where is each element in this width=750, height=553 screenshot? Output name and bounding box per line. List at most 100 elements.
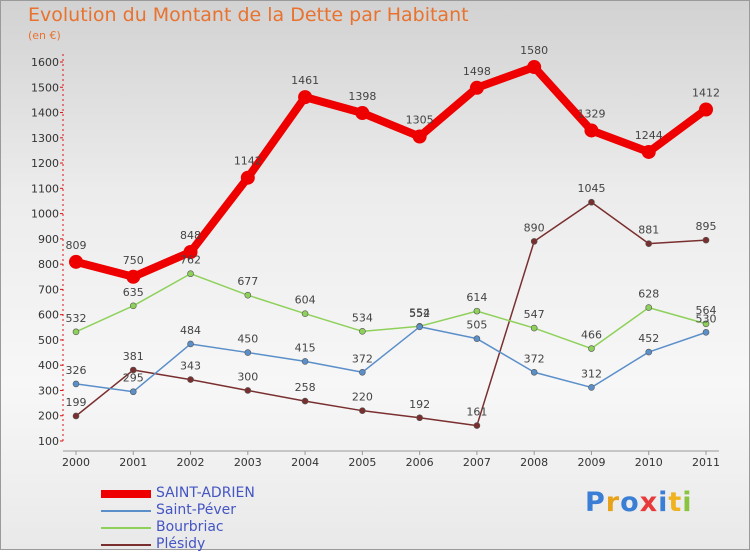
data-label: 1412 <box>692 87 720 100</box>
data-point <box>588 384 595 391</box>
y-tick-label: 1400 <box>31 107 59 120</box>
x-tick-label: 2003 <box>234 456 262 469</box>
data-label: 564 <box>696 304 717 317</box>
logo-letter: P <box>585 487 606 518</box>
data-label: 199 <box>66 396 87 409</box>
y-tick-label: 200 <box>38 410 59 423</box>
data-point <box>129 388 137 396</box>
data-label: 848 <box>180 229 201 242</box>
data-point <box>187 376 194 383</box>
logo-letter: x <box>639 487 659 518</box>
data-label: 554 <box>409 306 430 319</box>
data-label: 530 <box>696 312 717 325</box>
data-point <box>187 340 194 348</box>
data-label: 552 <box>409 307 430 320</box>
data-label: 295 <box>123 372 144 385</box>
data-label: 381 <box>123 350 144 363</box>
legend-label: Plésidy <box>156 536 206 552</box>
data-label: 895 <box>696 220 717 233</box>
x-tick-label: 2006 <box>406 456 434 469</box>
data-label-layer: 199 381 343 300 258 220 192 161 890 1045 881 895 532… <box>66 44 721 419</box>
data-point <box>72 328 80 336</box>
series-saint-péver <box>72 323 710 396</box>
data-label: 343 <box>180 360 201 373</box>
y-tick-label: 700 <box>38 283 59 296</box>
data-label: 635 <box>123 286 144 299</box>
data-point <box>187 270 194 278</box>
data-label: 326 <box>66 364 87 377</box>
data-label: 890 <box>524 221 545 234</box>
data-point <box>588 198 595 206</box>
data-point <box>301 358 309 365</box>
x-tick-label: 2000 <box>62 456 90 469</box>
y-tick-label: 100 <box>38 435 59 448</box>
x-tick-label: 2010 <box>635 456 663 469</box>
data-point <box>301 310 309 317</box>
data-point <box>244 387 252 394</box>
data-point <box>645 304 653 311</box>
data-label: 1305 <box>406 114 434 127</box>
data-label: 1045 <box>577 182 605 195</box>
data-label: 258 <box>295 381 316 394</box>
data-point <box>416 414 423 422</box>
data-label: 220 <box>352 391 373 404</box>
series-line <box>74 63 709 281</box>
y-tick-label: 800 <box>38 258 59 271</box>
y-tick-label: 1100 <box>31 182 59 195</box>
data-label: 1498 <box>463 65 491 78</box>
data-point <box>244 349 252 356</box>
legend-swatch <box>101 527 151 529</box>
series-plésidy <box>72 198 710 429</box>
y-tick-label: 300 <box>38 384 59 397</box>
data-point <box>298 90 313 105</box>
x-tick-label: 2007 <box>463 456 491 469</box>
data-label: 534 <box>352 311 373 324</box>
data-point <box>355 106 370 121</box>
data-label: 1244 <box>635 129 663 142</box>
data-label: 881 <box>638 224 659 237</box>
data-point <box>359 407 366 414</box>
data-point <box>473 307 481 315</box>
series-line <box>75 201 707 427</box>
series-bourbriac <box>72 270 710 352</box>
data-point <box>240 170 255 185</box>
y-tick-label: 1200 <box>31 157 59 170</box>
data-label: 1461 <box>291 74 319 87</box>
data-point <box>359 368 366 376</box>
data-point <box>244 291 252 299</box>
data-label: 547 <box>524 308 545 321</box>
logo-letter: i <box>682 487 693 518</box>
y-tick-label: 1500 <box>31 81 59 94</box>
logo-letter: i <box>658 487 669 518</box>
data-label: 372 <box>352 352 373 365</box>
data-point <box>412 129 427 144</box>
series-saint-adrien <box>69 60 713 284</box>
legend-label: Saint-Péver <box>156 502 236 518</box>
legend-item: Saint-Péver <box>101 502 321 519</box>
chart-title: Evolution du Montant de la Dette par Hab… <box>28 4 469 26</box>
logo-letter: o <box>620 487 640 518</box>
data-point <box>527 60 542 75</box>
data-point <box>588 345 595 352</box>
x-tick-label: 2004 <box>291 456 319 469</box>
data-label: 300 <box>237 370 258 383</box>
data-label: 161 <box>466 406 487 419</box>
y-tick-label: 1000 <box>31 208 59 221</box>
data-point <box>473 335 481 342</box>
x-tick-label: 2005 <box>348 456 376 469</box>
data-point <box>129 302 137 310</box>
data-label: 312 <box>581 367 602 380</box>
x-tick-label: 2008 <box>520 456 548 469</box>
y-tick-label: 600 <box>38 309 59 322</box>
data-point <box>702 236 710 244</box>
legend-item: SAINT-ADRIEN <box>101 485 321 502</box>
data-point <box>530 368 538 376</box>
data-point <box>72 412 80 420</box>
data-label: 677 <box>237 275 258 288</box>
data-label: 604 <box>295 294 316 307</box>
series-layer <box>69 60 713 429</box>
data-label: 1329 <box>577 107 605 120</box>
data-point <box>699 102 713 117</box>
data-point <box>183 245 198 260</box>
